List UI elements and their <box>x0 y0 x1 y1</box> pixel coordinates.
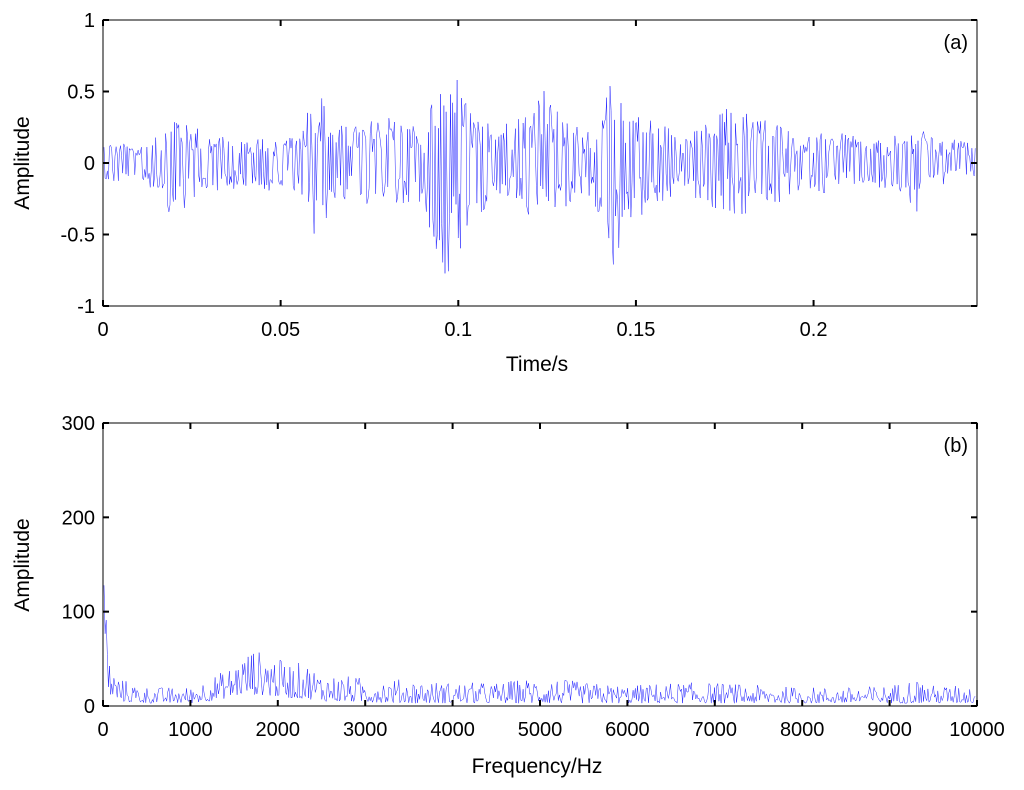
panel-a-x-ticks: 0 0.05 0.1 0.15 0.2 <box>97 20 827 341</box>
panel-b-x-tick-label: 4000 <box>430 719 475 741</box>
panel-b-y-tick-label: 0 <box>84 696 95 718</box>
panel-a-time-domain: 0 0.05 0.1 0.15 0.2 -1 -0.5 0 0.5 1 (a) Time/s A… <box>11 10 978 376</box>
panel-b-x-tick-label: 9000 <box>867 719 912 741</box>
panel-b-plot-area <box>102 422 978 707</box>
panel-b-x-tick-label: 2000 <box>256 719 301 741</box>
panel-b-y-axis-label: Amplitude <box>11 518 34 611</box>
panel-a-x-tick-label: 0.2 <box>800 319 828 341</box>
panel-b-x-tick-label: 0 <box>97 719 108 741</box>
panel-b-y-tick-label: 300 <box>62 413 95 435</box>
panel-b-x-axis-label: Frequency/Hz <box>472 755 603 778</box>
panel-b-tag: (b) <box>944 435 968 457</box>
panel-a-y-ticks: -1 -0.5 0 0.5 1 <box>61 10 977 318</box>
panel-a-x-tick-label: 0.15 <box>616 319 655 341</box>
panel-a-signal-series <box>103 79 976 274</box>
panel-a-signal-line <box>103 79 976 274</box>
panel-a-y-tick-label: -0.5 <box>61 225 95 247</box>
panel-b-frequency-domain: 0 1000 2000 3000 4000 5000 6000 7000 8000 9000 100… <box>11 413 1005 778</box>
panel-a-y-axis-label: Amplitude <box>11 116 34 209</box>
panel-b-x-tick-label: 10000 <box>949 719 1005 741</box>
panel-a-y-tick-label: 1 <box>84 10 95 32</box>
panel-b-spectrum-series <box>103 585 976 705</box>
panel-a-plot-area <box>102 19 978 307</box>
panel-b-x-tick-label: 6000 <box>605 719 650 741</box>
panel-a-y-tick-label: 0 <box>84 153 95 175</box>
panel-a-y-tick-label: -1 <box>77 296 95 318</box>
panel-a-x-axis-label: Time/s <box>506 353 568 376</box>
panel-b-y-ticks: 0 100 200 300 <box>62 413 977 718</box>
panel-b-y-tick-label: 100 <box>62 602 95 624</box>
panel-b-x-tick-label: 1000 <box>168 719 213 741</box>
panel-a-x-tick-label: 0.1 <box>444 319 472 341</box>
panel-b-x-tick-label: 3000 <box>343 719 388 741</box>
panel-a-tag: (a) <box>944 32 968 54</box>
panel-b-x-tick-label: 8000 <box>780 719 825 741</box>
panel-b-x-tick-label: 5000 <box>518 719 563 741</box>
panel-b-signal-line <box>103 585 976 705</box>
panel-a-x-tick-label: 0.05 <box>261 319 300 341</box>
panel-b-x-tick-label: 7000 <box>693 719 738 741</box>
panel-a-y-tick-label: 0.5 <box>67 82 95 104</box>
panel-b-y-tick-label: 200 <box>62 507 95 529</box>
panel-a-x-tick-label: 0 <box>97 319 108 341</box>
